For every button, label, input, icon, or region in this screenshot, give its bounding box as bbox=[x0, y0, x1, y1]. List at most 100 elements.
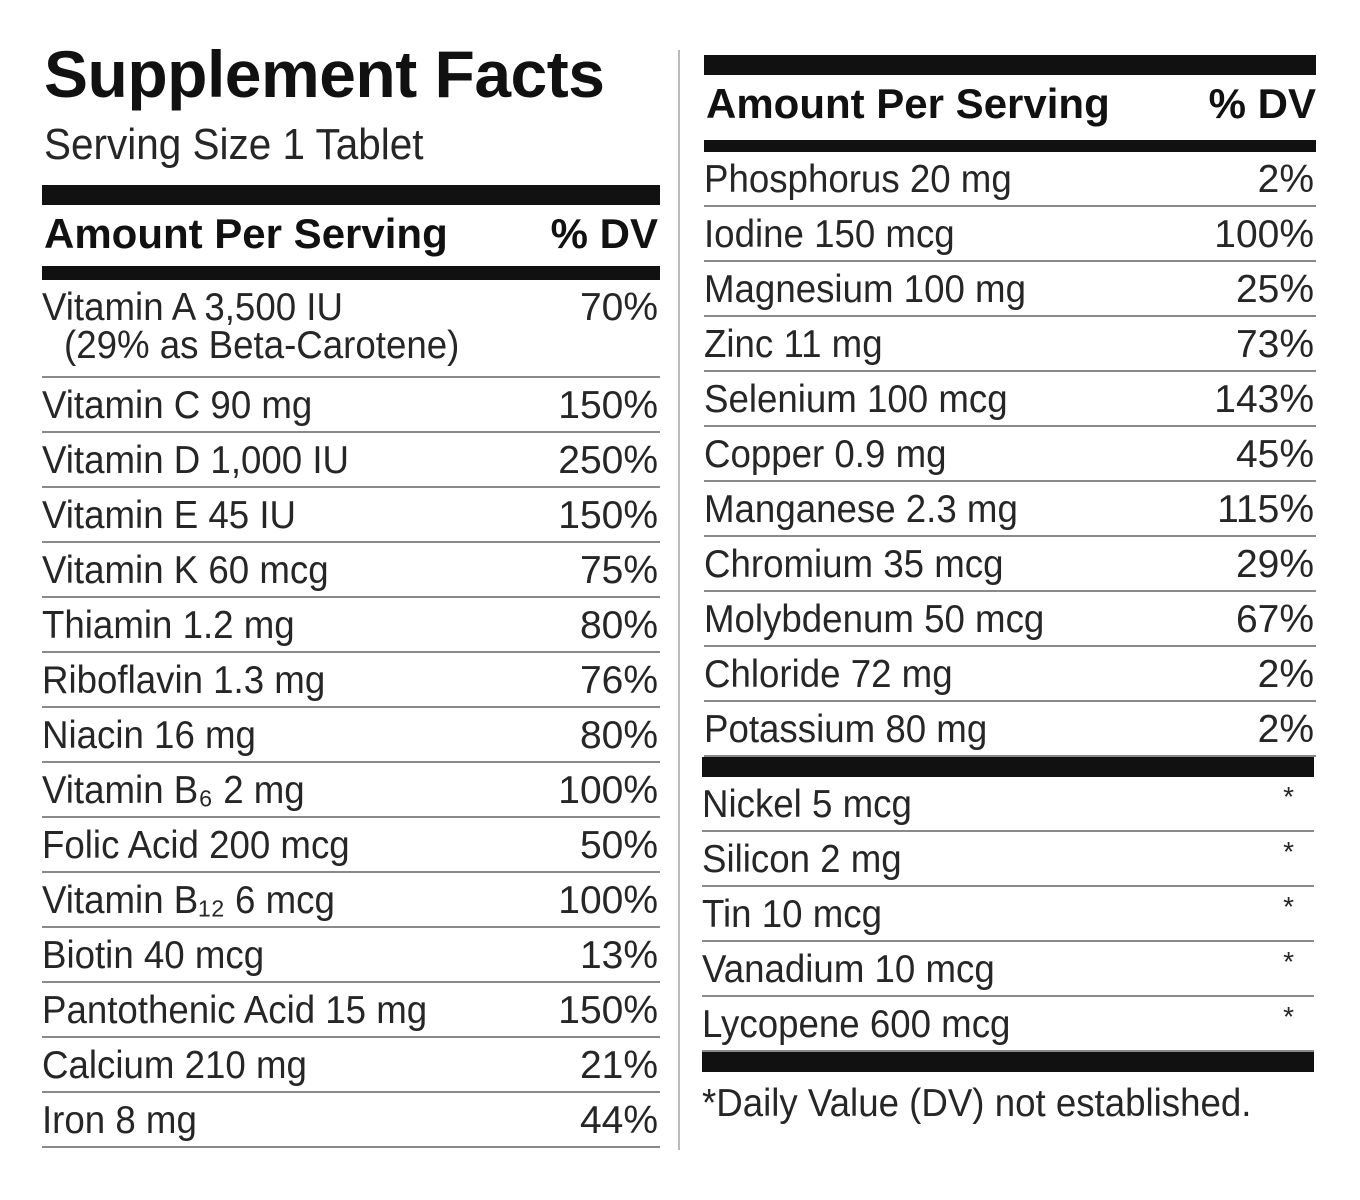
nutrient-name: Vitamin K 60 mcg bbox=[42, 549, 329, 592]
nutrient-row: Vitamin D 1,000 IU 250% bbox=[42, 433, 660, 488]
daily-value: * bbox=[1283, 1001, 1294, 1032]
nutrient-row: Folic Acid 200 mcg 50% bbox=[42, 818, 660, 873]
nutrient-row: Pantothenic Acid 15 mg 150% bbox=[42, 983, 660, 1038]
nutrient-row: Niacin 16 mg 80% bbox=[42, 708, 660, 763]
header-amount: Amount Per Serving bbox=[706, 80, 1110, 127]
daily-value: 143% bbox=[1214, 378, 1314, 421]
daily-value: 29% bbox=[1235, 543, 1314, 586]
daily-value: 13% bbox=[579, 934, 658, 977]
nutrient-name: Vitamin B₆ 2 mg bbox=[42, 769, 305, 812]
nutrient-row: Calcium 210 mg 21% bbox=[42, 1038, 660, 1093]
nutrient-row: Manganese 2.3 mg 115% bbox=[704, 482, 1316, 537]
daily-value: 115% bbox=[1217, 488, 1314, 531]
nutrient-row: Chloride 72 mg 2% bbox=[704, 647, 1316, 702]
daily-value: 100% bbox=[1214, 213, 1314, 256]
nutrient-row: Vitamin B₁₂ 6 mcg 100% bbox=[42, 873, 660, 928]
daily-value: 73% bbox=[1235, 323, 1314, 366]
nutrient-row: Magnesium 100 mg 25% bbox=[704, 262, 1316, 317]
nutrient-name: Chromium 35 mcg bbox=[704, 543, 1004, 586]
nutrient-name: Phosphorus 20 mg bbox=[704, 158, 1012, 201]
daily-value: 25% bbox=[1235, 268, 1314, 311]
nutrient-name: Vitamin D 1,000 IU bbox=[42, 439, 350, 482]
daily-value: * bbox=[1283, 946, 1294, 977]
daily-value: 80% bbox=[579, 604, 658, 647]
nutrient-name: Folic Acid 200 mcg bbox=[42, 824, 350, 867]
nutrient-name: Nickel 5 mcg bbox=[702, 783, 912, 826]
nutrient-row: Phosphorus 20 mg 2% bbox=[704, 152, 1316, 207]
nutrient-name: Vitamin B₁₂ 6 mcg bbox=[42, 879, 335, 922]
daily-value: 150% bbox=[558, 989, 658, 1032]
nutrient-row: Vitamin C 90 mg 150% bbox=[42, 378, 660, 433]
daily-value: * bbox=[1283, 781, 1294, 812]
nutrient-note: (29% as Beta-Carotene) bbox=[64, 324, 460, 367]
nutrient-name: Copper 0.9 mg bbox=[704, 433, 947, 476]
daily-value: 76% bbox=[579, 659, 658, 702]
thick-rule bbox=[702, 1052, 1314, 1072]
nutrient-row: Zinc 11 mg 73% bbox=[704, 317, 1316, 372]
nutrient-row: Vitamin K 60 mcg 75% bbox=[42, 543, 660, 598]
nutrient-row: Biotin 40 mcg 13% bbox=[42, 928, 660, 983]
daily-value: * bbox=[1283, 891, 1294, 922]
header-amount: Amount Per Serving bbox=[44, 210, 448, 257]
nutrient-row: Riboflavin 1.3 mg 76% bbox=[42, 653, 660, 708]
divider bbox=[678, 50, 680, 1150]
nutrient-row: Copper 0.9 mg 45% bbox=[704, 427, 1316, 482]
daily-value: 50% bbox=[579, 824, 658, 867]
nutrient-name: Vanadium 10 mcg bbox=[702, 948, 995, 991]
daily-value: 2% bbox=[1257, 158, 1314, 201]
nutrient-row: Lycopene 600 mcg * bbox=[702, 997, 1314, 1052]
nutrient-name: Vitamin A 3,500 IU bbox=[42, 286, 343, 329]
nutrient-row: Vitamin E 45 IU 150% bbox=[42, 488, 660, 543]
nutrient-name: Manganese 2.3 mg bbox=[704, 488, 1018, 531]
nutrient-name: Iodine 150 mcg bbox=[704, 213, 955, 256]
thick-rule bbox=[704, 140, 1316, 152]
nutrient-name: Selenium 100 mcg bbox=[704, 378, 1008, 421]
nutrient-name: Potassium 80 mg bbox=[704, 708, 988, 751]
nutrient-name: Iron 8 mg bbox=[42, 1099, 197, 1142]
header-dv: % DV bbox=[550, 210, 658, 257]
daily-value: 80% bbox=[579, 714, 658, 757]
nutrient-name: Tin 10 mcg bbox=[702, 893, 882, 936]
nutrient-row: Iron 8 mg 44% bbox=[42, 1093, 660, 1148]
daily-value: * bbox=[1283, 836, 1294, 867]
nutrient-name: Silicon 2 mg bbox=[702, 838, 902, 881]
daily-value: 150% bbox=[558, 384, 658, 427]
nutrient-row: Tin 10 mcg * bbox=[702, 887, 1314, 942]
thick-rule bbox=[702, 757, 1314, 777]
daily-value: 75% bbox=[579, 549, 658, 592]
nutrient-name: Magnesium 100 mg bbox=[704, 268, 1026, 311]
nutrient-name: Molybdenum 50 mcg bbox=[704, 598, 1045, 641]
nutrient-name: Riboflavin 1.3 mg bbox=[42, 659, 326, 702]
daily-value: 21% bbox=[579, 1044, 658, 1087]
nutrient-name: Biotin 40 mcg bbox=[42, 934, 265, 977]
daily-value: 100% bbox=[558, 879, 658, 922]
title: Supplement Facts bbox=[44, 37, 605, 111]
daily-value: 2% bbox=[1257, 653, 1314, 696]
nutrient-name: Zinc 11 mg bbox=[704, 323, 883, 366]
nutrient-name: Lycopene 600 mcg bbox=[702, 1003, 1011, 1046]
footnote: *Daily Value (DV) not established. bbox=[702, 1082, 1252, 1125]
nutrient-row: Potassium 80 mg 2% bbox=[704, 702, 1316, 757]
nutrient-name: Thiamin 1.2 mg bbox=[42, 604, 295, 647]
thick-rule bbox=[42, 266, 660, 280]
nutrient-row: Vanadium 10 mcg * bbox=[702, 942, 1314, 997]
daily-value: 100% bbox=[558, 769, 658, 812]
nutrient-row: Selenium 100 mcg 143% bbox=[704, 372, 1316, 427]
nutrient-name: Niacin 16 mg bbox=[42, 714, 256, 757]
nutrient-name: Pantothenic Acid 15 mg bbox=[42, 989, 428, 1032]
daily-value: 150% bbox=[558, 494, 658, 537]
thick-rule bbox=[42, 185, 660, 205]
nutrient-name: Chloride 72 mg bbox=[704, 653, 953, 696]
serving-size: Serving Size 1 Tablet bbox=[44, 120, 424, 169]
nutrient-row: Nickel 5 mcg * bbox=[702, 777, 1314, 832]
nutrient-row: Vitamin A 3,500 IU (29% as Beta-Carotene)… bbox=[42, 280, 660, 378]
nutrient-name: Vitamin E 45 IU bbox=[42, 494, 297, 537]
nutrient-row: Chromium 35 mcg 29% bbox=[704, 537, 1316, 592]
header-dv: % DV bbox=[1208, 80, 1316, 127]
daily-value: 250% bbox=[558, 439, 658, 482]
daily-value: 44% bbox=[579, 1099, 658, 1142]
nutrient-row: Silicon 2 mg * bbox=[702, 832, 1314, 887]
nutrient-name: Calcium 210 mg bbox=[42, 1044, 307, 1087]
nutrient-row: Molybdenum 50 mcg 67% bbox=[704, 592, 1316, 647]
